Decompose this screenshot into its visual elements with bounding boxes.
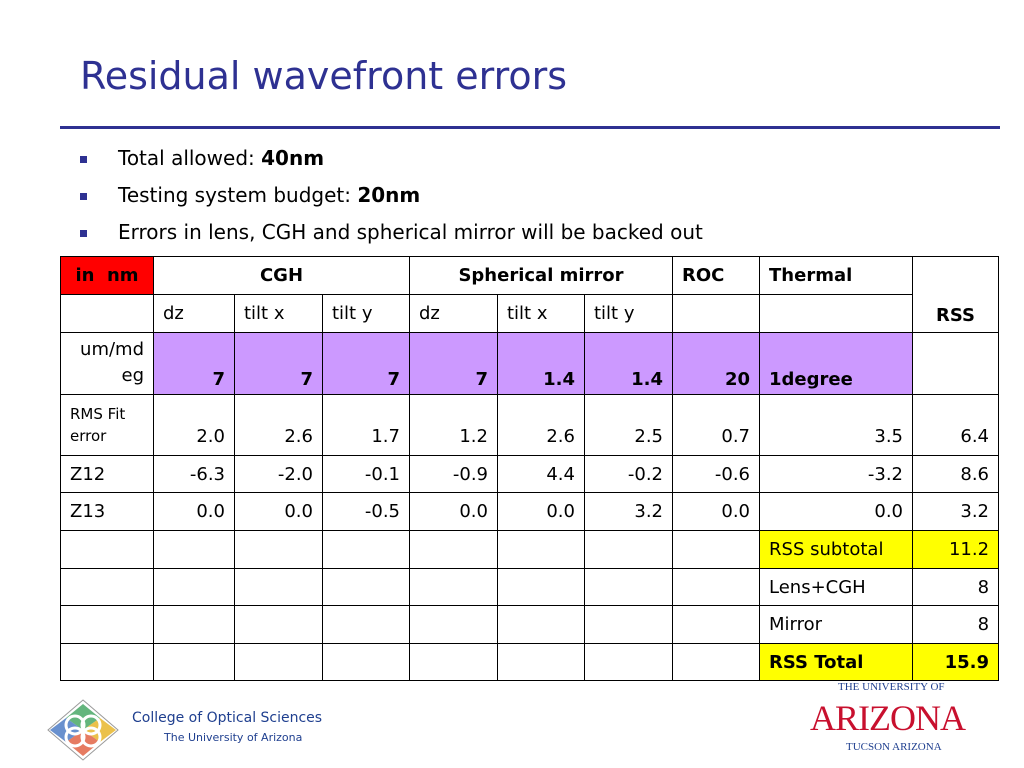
rss-value-cell: 6.4 (912, 394, 1000, 456)
empty-cell (759, 294, 914, 333)
units-row-label: um/md eg (60, 332, 154, 395)
bullet-list: Total allowed: 40nm Testing system budge… (80, 145, 703, 256)
value-cell: 2.5 (583, 394, 674, 456)
summary-label: Mirror (759, 605, 914, 644)
bullet-testing-budget: Testing system budget: 20nm (80, 182, 703, 219)
value-cell: 0.0 (497, 492, 585, 531)
summary-value: 11.2 (912, 530, 1000, 569)
value-cell: 3.5 (759, 394, 914, 456)
rss-value-cell: 8.6 (912, 455, 1000, 493)
bullet-backed-out: Errors in lens, CGH and spherical mirror… (80, 219, 703, 256)
unit-value-cell: 1.4 (497, 332, 585, 395)
bullet-text: Errors in lens, CGH and spherical mirror… (118, 220, 703, 244)
empty-cell (912, 332, 1000, 395)
title-divider (60, 126, 1000, 129)
summary-row: Mirror 8 (60, 605, 1000, 644)
subheader-cell: tilt x (234, 294, 323, 333)
table-row: Z12 -6.3 -2.0 -0.1 -0.9 4.4 -0.2 -0.6 -3… (60, 455, 1000, 493)
subheader-cell: dz (409, 294, 498, 333)
unit-value-cell: 7 (322, 332, 410, 395)
university-of-arizona-logo: THE UNIVERSITY OF ARIZONA TUCSON ARIZONA (810, 681, 967, 753)
cgh-header: CGH (153, 256, 410, 295)
bullet-value: 20nm (357, 183, 421, 207)
value-cell: 1.2 (409, 394, 498, 456)
college-name: College of Optical Sciences (132, 710, 323, 726)
summary-label: RSS subtotal (759, 530, 914, 569)
value-cell: 0.0 (672, 492, 761, 531)
summary-label: Lens+CGH (759, 568, 914, 606)
value-cell: 1.7 (322, 394, 410, 456)
rss-total-label: RSS Total (759, 643, 914, 681)
unit-value-cell: 1degree (759, 332, 914, 395)
header-row-subcolumns: dz tilt x tilt y dz tilt x tilt y (60, 294, 999, 333)
summary-value: 8 (912, 568, 1000, 606)
unit-value-cell: 1.4 (583, 332, 674, 395)
value-cell: -3.2 (759, 455, 914, 493)
value-cell: -2.0 (234, 455, 323, 493)
summary-row: Lens+CGH 8 (60, 568, 1000, 606)
value-cell: 0.0 (409, 492, 498, 531)
bullet-value: 40nm (261, 146, 325, 170)
bullet-text: Testing system budget: (118, 183, 358, 207)
value-cell: 4.4 (497, 455, 585, 493)
value-cell: 2.6 (234, 394, 323, 456)
summary-value: 8 (912, 605, 1000, 644)
value-cell: -0.9 (409, 455, 498, 493)
thermal-header: Thermal (759, 256, 914, 295)
value-cell: 3.2 (583, 492, 674, 531)
value-cell: -0.2 (583, 455, 674, 493)
value-cell: -6.3 (153, 455, 235, 493)
unit-value-cell: 7 (409, 332, 498, 395)
value-cell: 2.0 (153, 394, 235, 456)
row-label: Z12 (60, 455, 154, 493)
subheader-cell: tilt x (497, 294, 585, 333)
value-cell: 0.0 (234, 492, 323, 531)
units-row: um/md eg 7 7 7 7 1.4 1.4 20 1degree (60, 332, 1000, 395)
summary-row: RSS subtotal 11.2 (60, 530, 1000, 569)
bullet-total-allowed: Total allowed: 40nm (80, 145, 703, 182)
empty-cell (60, 294, 154, 333)
error-budget-table: in nm CGH Spherical mirror ROC Thermal R… (60, 256, 1000, 681)
bullet-square-icon (80, 230, 87, 237)
value-cell: -0.6 (672, 455, 761, 493)
value-cell: -0.5 (322, 492, 410, 531)
value-cell: -0.1 (322, 455, 410, 493)
table-row: RMS Fit error 2.0 2.6 1.7 1.2 2.6 2.5 0.… (60, 394, 1000, 456)
optical-sciences-logo-icon (47, 699, 119, 761)
slide-title: Residual wavefront errors (80, 54, 568, 98)
subheader-cell: tilt y (583, 294, 674, 333)
ua-wordmark: ARIZONA (810, 698, 966, 738)
unit-value-cell: 7 (234, 332, 323, 395)
empty-cell (672, 294, 761, 333)
roc-header: ROC (672, 256, 761, 295)
ua-line2: TUCSON ARIZONA (846, 741, 942, 753)
rss-total-value: 15.9 (912, 643, 1000, 681)
bullet-text: Total allowed: (118, 146, 262, 170)
university-name: The University of Arizona (164, 731, 303, 744)
summary-row: RSS Total 15.9 (60, 643, 1000, 681)
table-row: Z13 0.0 0.0 -0.5 0.0 0.0 3.2 0.0 0.0 3.2 (60, 492, 1000, 531)
row-label: RMS Fit error (60, 394, 154, 456)
value-cell: 2.6 (497, 394, 585, 456)
bullet-square-icon (80, 156, 87, 163)
rss-value-cell: 3.2 (912, 492, 1000, 531)
value-cell: 0.0 (153, 492, 235, 531)
units-corner-cell: in nm (60, 256, 154, 295)
value-cell: 0.7 (672, 394, 761, 456)
bullet-square-icon (80, 193, 87, 200)
header-row-groups: in nm CGH Spherical mirror ROC Thermal R… (60, 256, 1000, 333)
rss-header: RSS (912, 256, 1000, 333)
unit-value-cell: 20 (672, 332, 761, 395)
unit-value-cell: 7 (153, 332, 235, 395)
spherical-mirror-header: Spherical mirror (408, 256, 674, 295)
row-label: Z13 (60, 492, 154, 531)
ua-line1: THE UNIVERSITY OF (838, 681, 945, 693)
subheader-cell: dz (153, 294, 235, 333)
subheader-cell: tilt y (322, 294, 410, 333)
value-cell: 0.0 (759, 492, 914, 531)
